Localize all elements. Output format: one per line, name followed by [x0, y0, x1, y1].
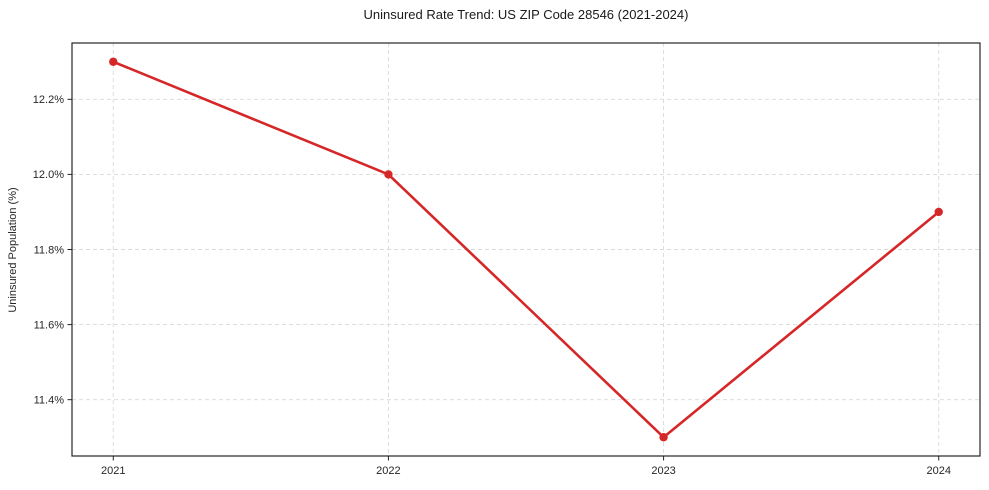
x-tick-label: 2022: [376, 465, 400, 477]
y-tick-label: 12.0%: [33, 169, 64, 181]
data-point: [659, 433, 668, 442]
y-tick-label: 11.4%: [34, 394, 65, 406]
y-tick-label: 11.6%: [34, 319, 65, 331]
x-tick-label: 2024: [926, 465, 950, 477]
x-tick-label: 2021: [101, 465, 125, 477]
trend-line: [111, 60, 941, 439]
y-axis-label: Uninsured Population (%): [7, 187, 19, 313]
plot-border: [71, 42, 981, 457]
x-tick-label: 2023: [651, 465, 675, 477]
data-point: [934, 207, 943, 217]
data-point: [109, 57, 118, 66]
chart-title: Uninsured Rate Trend: US ZIP Code 28546 …: [363, 7, 689, 22]
y-tick-label: 11.8%: [34, 244, 65, 256]
data-point: [384, 170, 393, 179]
y-tick-label: 12.2%: [33, 94, 64, 106]
